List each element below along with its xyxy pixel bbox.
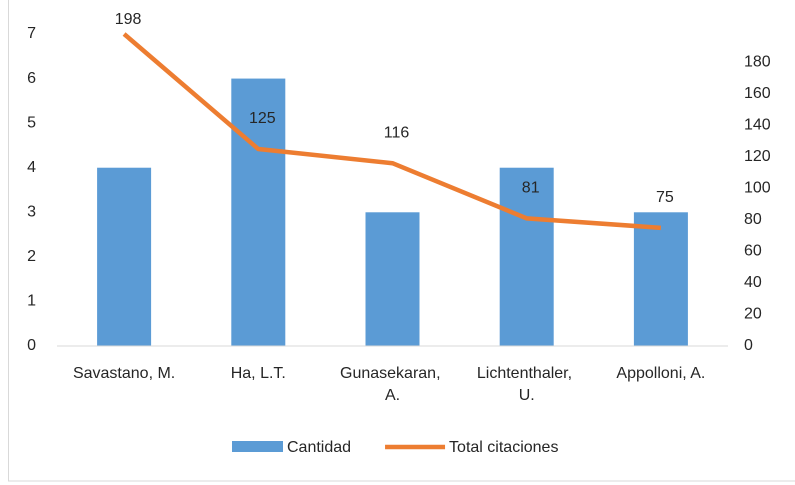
- x-tick-label: Lichtenthaler, U.: [477, 365, 577, 404]
- bar: [499, 167, 554, 346]
- y-tick-label: 3: [27, 204, 36, 221]
- data-label: 81: [522, 180, 540, 197]
- data-label: 116: [384, 124, 410, 141]
- y2-tick-label: 0: [744, 337, 753, 354]
- y2-tick-label: 60: [744, 243, 762, 260]
- y2-tick-label: 20: [744, 306, 762, 323]
- y2-tick-label: 100: [744, 180, 771, 197]
- bar: [633, 212, 688, 346]
- y2-tick-label: 180: [744, 54, 771, 71]
- y-tick-label: 7: [27, 25, 36, 42]
- legend-swatch: [232, 441, 283, 452]
- y2-tick-label: 140: [744, 117, 771, 134]
- data-label: 75: [656, 189, 674, 206]
- x-tick-label: Savastano, M.: [73, 365, 175, 382]
- x-tick-label-line: Gunasekaran,: [340, 365, 445, 382]
- bar: [97, 167, 152, 346]
- bar: [231, 78, 286, 347]
- y2-tick-label: 160: [744, 85, 771, 102]
- y-tick-label: 0: [27, 337, 36, 354]
- y-tick-label: 1: [27, 293, 36, 310]
- data-label: 198: [115, 11, 142, 28]
- x-tick-label-line: A.: [385, 387, 400, 404]
- legend-label: Cantidad: [287, 439, 351, 456]
- x-tick-label-line: U.: [519, 387, 535, 404]
- legend-label: Total citaciones: [449, 439, 558, 456]
- line: [122, 32, 662, 231]
- y2-tick-label: 120: [744, 148, 771, 165]
- y-tick-label: 6: [27, 70, 36, 87]
- x-tick-label: Gunasekaran, A.: [340, 365, 445, 404]
- y-tick-label: 4: [27, 159, 36, 176]
- x-tick-label-line: Lichtenthaler,: [477, 365, 577, 382]
- y-tick-label: 5: [27, 114, 36, 131]
- y2-tick-label: 40: [744, 274, 762, 291]
- x-tick-label: Appolloni, A.: [616, 365, 705, 382]
- bar: [365, 212, 420, 346]
- y2-tick-label: 80: [744, 211, 762, 228]
- data-label: 125: [249, 110, 276, 127]
- x-tick-label: Ha, L.T.: [231, 365, 286, 382]
- y-tick-label: 2: [27, 248, 36, 265]
